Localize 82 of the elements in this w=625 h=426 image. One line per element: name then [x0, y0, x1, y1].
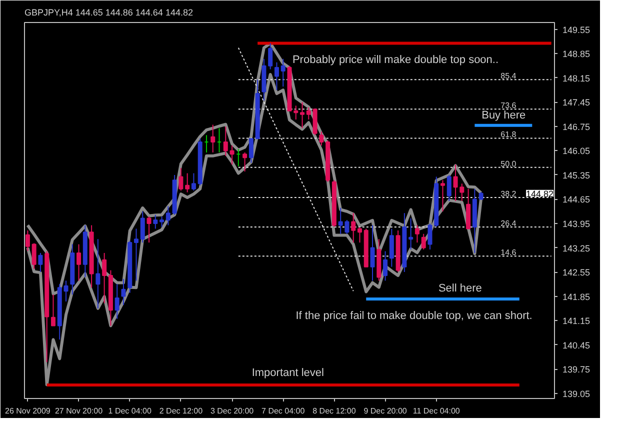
candlestick — [351, 212, 356, 244]
candlestick — [414, 224, 420, 244]
y-tick-label: 142.55 — [562, 268, 590, 278]
x-tick-label: 9 Dec 20:00 — [364, 406, 408, 416]
candlestick — [185, 172, 190, 193]
y-tick-label: 141.15 — [562, 316, 590, 326]
y-tick-label: 141.85 — [562, 292, 590, 302]
x-tick-label: 11 Dec 04:00 — [412, 406, 460, 416]
x-tick-label: 7 Dec 04:00 — [262, 406, 306, 416]
candlestick — [230, 145, 234, 166]
y-tick-label: 139.05 — [562, 388, 590, 399]
candlestick — [300, 102, 305, 129]
annotation: 73.6 — [500, 101, 517, 110]
annotation: If the price fail to make double top, we can short. — [296, 310, 532, 322]
y-tick-label: 148.15 — [562, 73, 590, 84]
candlestick — [357, 226, 362, 244]
x-tick-label: 8 Dec 12:00 — [312, 406, 356, 416]
candlestick — [178, 168, 184, 192]
annotation: 38.2 — [500, 190, 517, 199]
candlestick — [146, 216, 152, 244]
x-tick-label: 26 Nov 2009 — [5, 406, 51, 416]
candlestick — [242, 152, 248, 172]
annotation: 144.82 — [526, 188, 554, 199]
annotation: 61.8 — [500, 130, 517, 140]
annotation: Sell here — [438, 282, 482, 294]
candlestick — [210, 124, 216, 153]
x-tick-label: 1 Dec 04:00 — [108, 406, 152, 416]
y-tick-label: 149.55 — [562, 24, 590, 35]
y-tick-label: 145.35 — [562, 170, 590, 180]
candlestick — [160, 216, 164, 228]
candlestick — [38, 252, 43, 273]
x-tick-label: 2 Dec 12:00 — [159, 406, 204, 416]
y-tick-label: 146.05 — [562, 146, 590, 156]
candlestick — [64, 280, 68, 302]
candlestick — [102, 252, 107, 304]
candlestick — [191, 172, 196, 192]
x-tick-label: 27 Nov 20:00 — [54, 406, 104, 416]
y-tick-label: 148.85 — [562, 49, 590, 60]
candlestick — [50, 294, 56, 326]
candlestick — [370, 224, 375, 282]
x-tick-label: 3 Dec 20:00 — [210, 406, 254, 416]
annotation: Buy here — [482, 110, 526, 122]
candlestick — [453, 164, 458, 202]
y-tick-label: 139.75 — [562, 364, 590, 375]
candlestick — [274, 62, 279, 91]
y-tick-label: 143.25 — [562, 243, 590, 254]
annotation: 26.4 — [500, 218, 517, 228]
candlestick — [121, 278, 126, 306]
candlestick — [421, 233, 426, 250]
y-tick-label: 146.75 — [562, 122, 590, 132]
candlestick — [428, 222, 432, 250]
candlestick — [306, 106, 311, 120]
candlestick — [408, 218, 414, 250]
y-tick-label: 144.65 — [562, 194, 590, 205]
candlestick — [319, 131, 324, 146]
candlestick — [32, 242, 36, 270]
candlestick — [446, 174, 452, 202]
candlestick — [248, 138, 254, 164]
candlestick — [140, 210, 145, 244]
candlestick — [268, 42, 273, 70]
annotation: 50.0 — [500, 159, 517, 168]
candlestick — [389, 228, 394, 268]
candlestick — [223, 126, 228, 156]
candlestick — [114, 284, 120, 320]
candlestick — [153, 214, 158, 230]
candlestick — [280, 58, 286, 88]
candlestick — [25, 230, 30, 252]
annotation: 14.6 — [500, 248, 517, 258]
candlestick — [96, 238, 100, 309]
candlestick — [134, 228, 139, 282]
y-tick-label: 140.45 — [562, 340, 590, 350]
y-tick-label: 147.45 — [562, 98, 590, 108]
chart-title: GBPJPY,H4 144.65 144.86 144.64 144.82 — [24, 8, 193, 18]
candlestick — [166, 206, 170, 226]
candlestick — [383, 250, 388, 282]
candlestick — [76, 244, 82, 282]
candlestick — [440, 180, 446, 212]
y-tick-label: 143.95 — [562, 218, 590, 229]
annotation: 85.4 — [500, 72, 517, 81]
annotation: Probably price will make double top soon.. — [292, 54, 499, 66]
candlestick — [460, 183, 464, 202]
annotation: Important level — [252, 366, 324, 379]
